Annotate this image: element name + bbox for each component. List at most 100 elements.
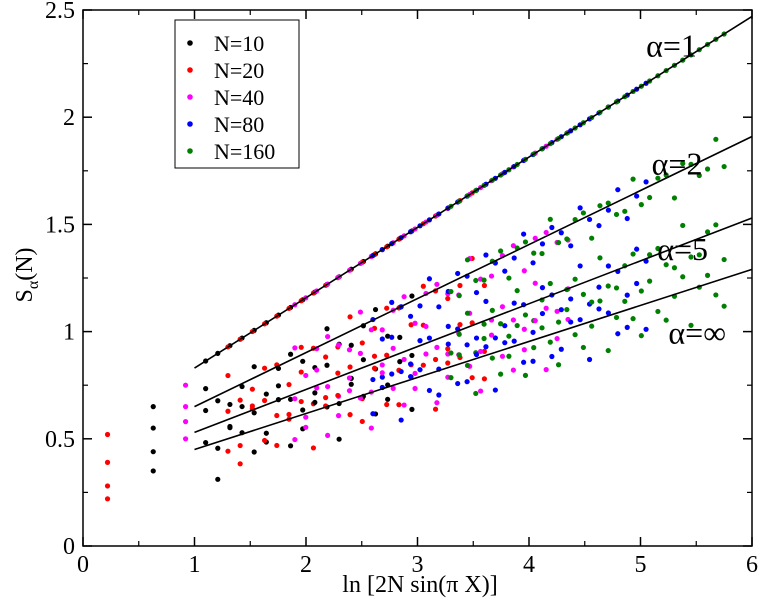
data-point bbox=[420, 283, 426, 289]
data-point bbox=[412, 320, 418, 326]
data-point bbox=[457, 322, 463, 328]
data-point bbox=[506, 353, 512, 359]
data-point bbox=[426, 335, 433, 341]
data-point bbox=[510, 367, 516, 373]
data-point bbox=[647, 278, 653, 284]
data-point bbox=[721, 303, 727, 309]
data-point bbox=[385, 396, 391, 402]
data-point bbox=[481, 321, 487, 327]
data-point bbox=[412, 370, 418, 377]
data-point bbox=[357, 309, 364, 315]
data-point bbox=[473, 351, 480, 358]
data-point bbox=[263, 391, 269, 397]
data-point bbox=[360, 357, 366, 363]
data-point bbox=[203, 386, 209, 392]
data-point bbox=[445, 341, 451, 347]
data-point bbox=[547, 339, 553, 345]
data-point bbox=[249, 386, 255, 392]
data-point bbox=[287, 351, 294, 357]
y-axis-title-main: S bbox=[12, 289, 38, 302]
data-point bbox=[420, 362, 426, 368]
data-point bbox=[499, 353, 506, 359]
data-point bbox=[506, 333, 512, 339]
data-point bbox=[261, 437, 268, 444]
data-point bbox=[580, 291, 586, 297]
data-point bbox=[498, 371, 504, 377]
data-point bbox=[303, 372, 309, 379]
data-point bbox=[432, 406, 439, 412]
data-point bbox=[532, 235, 538, 241]
data-point bbox=[532, 318, 538, 324]
data-point bbox=[298, 398, 304, 405]
data-point bbox=[286, 381, 292, 388]
data-point bbox=[558, 307, 564, 313]
data-point bbox=[263, 430, 269, 436]
data-point bbox=[464, 379, 470, 385]
data-point bbox=[457, 282, 463, 289]
data-point bbox=[409, 293, 415, 299]
data-point bbox=[622, 208, 628, 214]
data-point bbox=[521, 326, 527, 332]
data-point bbox=[502, 340, 508, 346]
data-point bbox=[335, 370, 341, 376]
axis-ticks bbox=[82, 9, 753, 547]
y-tick-label: 1.5 bbox=[45, 212, 75, 238]
data-point bbox=[389, 334, 395, 340]
data-point bbox=[464, 310, 471, 316]
data-point bbox=[502, 268, 508, 274]
y-tick-label: 1 bbox=[63, 320, 75, 346]
data-point bbox=[655, 175, 661, 181]
data-point bbox=[483, 344, 489, 350]
data-point bbox=[624, 292, 630, 298]
data-point bbox=[287, 443, 294, 449]
data-point bbox=[655, 308, 661, 315]
data-point bbox=[539, 285, 546, 291]
data-point bbox=[251, 449, 257, 455]
data-point bbox=[347, 412, 353, 418]
data-point bbox=[558, 346, 564, 352]
data-point bbox=[696, 252, 702, 258]
data-point bbox=[568, 243, 574, 249]
data-point bbox=[638, 288, 644, 294]
data-point bbox=[680, 160, 686, 167]
data-point bbox=[237, 461, 243, 467]
data-point bbox=[539, 250, 545, 257]
data-point bbox=[511, 255, 517, 261]
data-point bbox=[407, 373, 414, 380]
data-point bbox=[287, 396, 294, 402]
data-point bbox=[510, 317, 516, 323]
data-point bbox=[634, 246, 640, 252]
legend-label: N=10 bbox=[214, 31, 264, 56]
data-point bbox=[547, 280, 553, 287]
data-point bbox=[478, 388, 484, 394]
data-point bbox=[543, 367, 549, 373]
data-point bbox=[663, 317, 669, 323]
data-point bbox=[275, 383, 282, 389]
data-point bbox=[225, 408, 231, 414]
data-point bbox=[401, 402, 407, 408]
data-point bbox=[384, 305, 390, 311]
data-point bbox=[182, 436, 189, 442]
data-point bbox=[589, 299, 595, 305]
data-point bbox=[407, 313, 414, 319]
data-point bbox=[215, 445, 221, 451]
data-point bbox=[104, 459, 111, 465]
data-point bbox=[521, 347, 527, 353]
data-point bbox=[286, 411, 292, 418]
data-point bbox=[397, 359, 403, 365]
data-point bbox=[564, 236, 570, 242]
data-point bbox=[597, 255, 603, 261]
data-point bbox=[412, 385, 418, 392]
data-point bbox=[555, 319, 562, 325]
data-point bbox=[348, 342, 354, 348]
data-point bbox=[464, 257, 471, 263]
legend: N=10N=20N=40N=80N=160 bbox=[174, 19, 300, 169]
data-point bbox=[397, 334, 403, 340]
data-point bbox=[434, 344, 440, 350]
data-point bbox=[530, 358, 536, 364]
data-point bbox=[498, 321, 504, 327]
data-point bbox=[347, 314, 353, 320]
data-point bbox=[298, 344, 304, 350]
data-point bbox=[324, 326, 330, 332]
data-point bbox=[498, 248, 504, 254]
